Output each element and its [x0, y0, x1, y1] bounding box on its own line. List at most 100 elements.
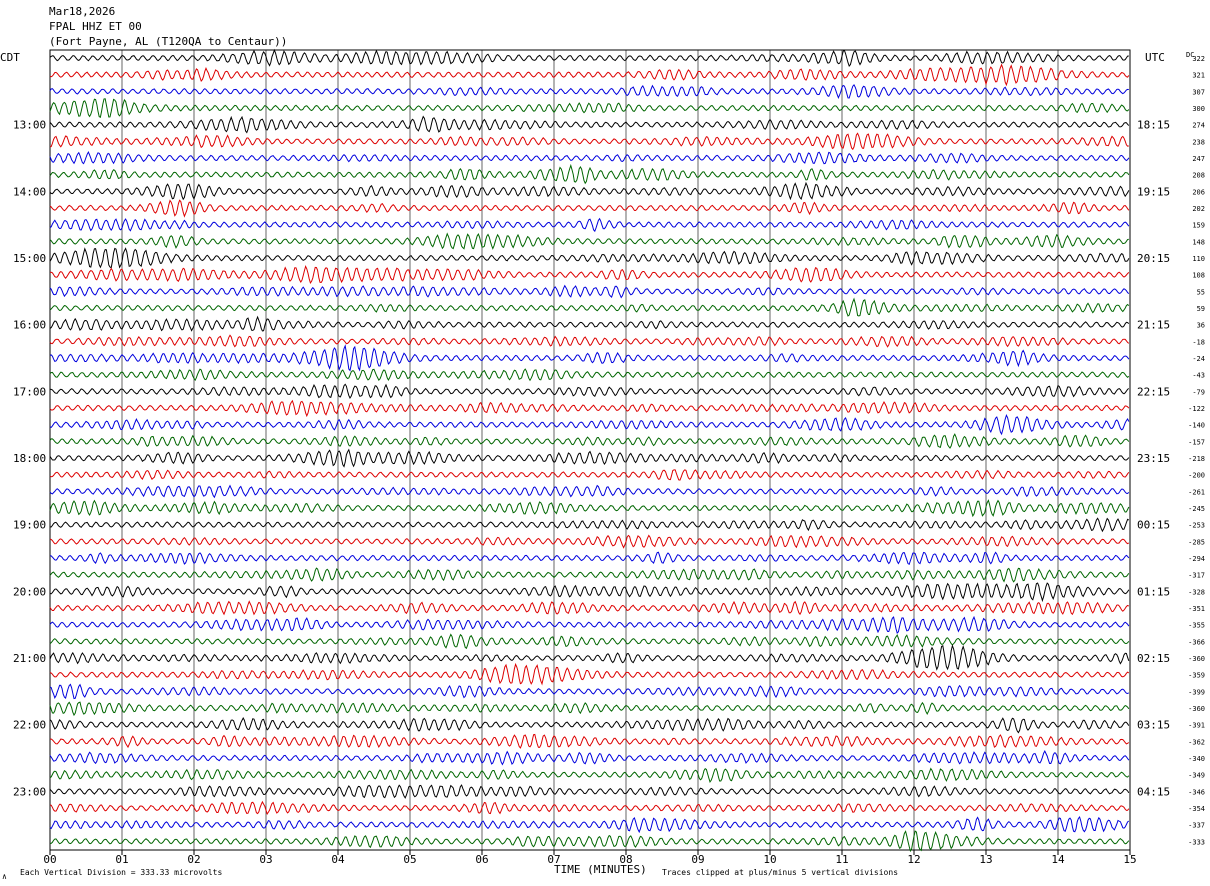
- dc-offset-value: -245: [1188, 505, 1205, 513]
- trace-row: [49, 48, 1129, 67]
- dc-offset-value: 238: [1192, 138, 1205, 146]
- trace-area: [49, 48, 1130, 853]
- right-hour-label: 02:15: [1137, 652, 1170, 665]
- location-label: (Fort Payne, AL (T120QA to Centaur)): [49, 35, 288, 48]
- left-hour-label: 14:00: [13, 185, 46, 198]
- dc-offset-value: -399: [1188, 688, 1205, 696]
- date-label: Mar18,2026: [49, 5, 116, 18]
- trace-row: [49, 98, 1130, 118]
- dc-offset-value: -349: [1188, 772, 1205, 780]
- right-hour-label: 00:15: [1137, 519, 1170, 532]
- trace-row: [49, 469, 1130, 481]
- dc-header-label: DC: [1186, 51, 1194, 59]
- dc-offset-value: 36: [1197, 322, 1205, 330]
- left-hour-label: 19:00: [13, 519, 46, 532]
- trace-row: [49, 551, 1130, 566]
- dc-offset-value: 110: [1192, 255, 1205, 263]
- trace-row: [49, 433, 1130, 449]
- trace-row: [49, 181, 1130, 201]
- dc-offset-value: -285: [1188, 538, 1205, 546]
- right-hour-label: 18:15: [1137, 119, 1170, 132]
- dc-offset-value: -391: [1188, 722, 1205, 730]
- left-hour-label: 17:00: [13, 385, 46, 398]
- trace-row: [49, 815, 1130, 834]
- trace-row: [49, 767, 1130, 783]
- x-tick-label: 08: [619, 853, 632, 866]
- left-hour-label: 23:00: [13, 785, 46, 798]
- dc-offset-value: -328: [1188, 588, 1205, 596]
- dc-offset-value: 206: [1192, 188, 1205, 196]
- trace-row: [49, 717, 1130, 734]
- trace-row: [49, 615, 1130, 634]
- trace-row: [49, 232, 1129, 250]
- trace-row: [49, 115, 1130, 134]
- trace-row: [49, 784, 1130, 799]
- corner-mark: ∧: [2, 872, 7, 881]
- trace-row: [49, 163, 1130, 185]
- trace-row: [49, 383, 1130, 400]
- dc-offset-value: -340: [1188, 755, 1205, 763]
- x-tick-label: 00: [43, 853, 56, 866]
- x-tick-label: 09: [691, 853, 704, 866]
- right-hour-label: 03:15: [1137, 719, 1170, 732]
- dc-offset-value: -261: [1188, 488, 1205, 496]
- x-tick-label: 11: [835, 853, 848, 866]
- plot-frame: [49, 49, 1131, 851]
- trace-row: [49, 800, 1130, 816]
- x-tick-label: 07: [547, 853, 560, 866]
- dc-offset-value: -360: [1188, 705, 1205, 713]
- trace-row: [49, 399, 1130, 418]
- left-hour-label: 13:00: [13, 119, 46, 132]
- dc-offset-value: 247: [1192, 155, 1205, 163]
- dc-offset-value: 159: [1192, 222, 1205, 230]
- dc-offset-value: -360: [1188, 655, 1205, 663]
- left-hour-label: 22:00: [13, 719, 46, 732]
- dc-offset-value: -351: [1188, 605, 1205, 613]
- right-hour-label: 21:15: [1137, 319, 1170, 332]
- trace-row: [49, 534, 1130, 549]
- x-tick-label: 02: [187, 853, 200, 866]
- grid-lines: [49, 49, 1131, 851]
- dc-offset-value: 307: [1192, 88, 1205, 96]
- x-tick-label: 15: [1123, 853, 1136, 866]
- trace-row: [49, 499, 1130, 518]
- dc-offset-value: 108: [1192, 272, 1205, 280]
- x-tick-label: 03: [259, 853, 272, 866]
- trace-row: [49, 582, 1130, 603]
- right-hour-label: 23:15: [1137, 452, 1170, 465]
- dc-offset-value: -354: [1188, 805, 1205, 813]
- left-timezone-label: CDT: [0, 51, 20, 64]
- right-hour-label: 20:15: [1137, 252, 1170, 265]
- dc-offset-value: 59: [1197, 305, 1205, 313]
- dc-offset-value: -366: [1188, 638, 1205, 646]
- scale-note: Each Vertical Division = 333.33 microvol…: [20, 868, 222, 877]
- dc-offset-value: -294: [1188, 555, 1205, 563]
- trace-row: [49, 150, 1130, 165]
- trace-row: [49, 643, 1130, 671]
- x-tick-label: 14: [1051, 853, 1065, 866]
- trace-row: [50, 830, 1130, 853]
- trace-row: [49, 733, 1130, 749]
- left-hour-label: 20:00: [13, 585, 46, 598]
- trace-row: [49, 132, 1129, 151]
- trace-row: [49, 247, 1130, 269]
- left-hour-label: 18:00: [13, 452, 46, 465]
- x-tick-labels: 00 01 02 03 04 05 06 07 08 09 10 11 12 13 14 15: [43, 850, 1137, 866]
- trace-row: [49, 517, 1130, 533]
- trace-row: [49, 217, 1130, 233]
- dc-offset-value: -18: [1192, 338, 1205, 346]
- x-tick-label: 13: [979, 853, 992, 866]
- right-timezone-label: UTC: [1145, 51, 1165, 64]
- right-hour-label: 01:15: [1137, 585, 1170, 598]
- dc-offset-value: -333: [1188, 838, 1205, 846]
- trace-row: [49, 315, 1130, 332]
- x-tick-label: 01: [115, 853, 128, 866]
- trace-row: [49, 567, 1130, 583]
- station-label: FPAL HHZ ET 00: [49, 20, 142, 33]
- trace-row: [49, 750, 1130, 766]
- trace-row: [49, 334, 1130, 348]
- dc-offset-value: -140: [1188, 422, 1205, 430]
- trace-row: [49, 448, 1130, 468]
- left-hour-label: 15:00: [13, 252, 46, 265]
- right-time-labels: 18:15 19:15 20:15 21:15 22:15 23:15 00:15 01:15…: [1137, 119, 1170, 799]
